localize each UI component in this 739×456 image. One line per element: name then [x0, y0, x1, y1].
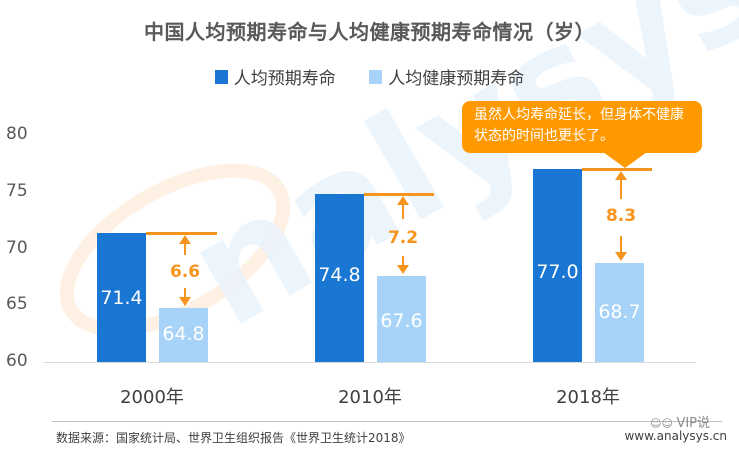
- svg-text:nalysys: nalysys: [161, 0, 739, 361]
- website-link[interactable]: www.analysys.cn: [624, 429, 727, 443]
- x-axis-line: [44, 362, 696, 363]
- arrow-shaft: [184, 243, 186, 255]
- legend-label: 人均健康预期寿命: [388, 69, 525, 89]
- legend-swatch-light-icon: [369, 69, 383, 84]
- bar-value: 68.7: [598, 301, 641, 323]
- bar-life-2018[interactable]: 77.0: [533, 169, 582, 362]
- arrow-up-icon: [397, 196, 409, 205]
- badge-label: VIP说: [676, 416, 711, 431]
- bar-healthy-2010[interactable]: 67.6: [377, 276, 426, 362]
- bar-healthy-2018[interactable]: 68.7: [595, 263, 644, 362]
- reference-line: [146, 232, 217, 235]
- footer-divider: [52, 421, 722, 422]
- chart-title: 中国人均预期寿命与人均健康预期寿命情况（岁）: [144, 20, 595, 44]
- arrow-up-icon: [615, 171, 627, 180]
- bar-value: 74.8: [318, 264, 361, 286]
- x-tick-2010: 2010年: [338, 387, 402, 408]
- x-tick-2018: 2018年: [556, 387, 620, 408]
- legend-item-life-expectancy[interactable]: 人均预期寿命: [214, 64, 336, 89]
- bar-value: 71.4: [100, 287, 143, 309]
- bar-life-2000[interactable]: 71.4: [97, 233, 146, 362]
- wechat-icon: ☺☺: [650, 417, 677, 430]
- reference-line: [364, 193, 434, 196]
- reference-line: [582, 168, 652, 171]
- legend-item-healthy-life-expectancy[interactable]: 人均健康预期寿命: [369, 64, 524, 89]
- bar-value: 64.8: [162, 323, 205, 345]
- legend-swatch-dark-icon: [214, 69, 228, 84]
- y-tick: 60: [6, 351, 28, 371]
- arrow-shaft: [184, 288, 186, 298]
- arrow-shaft: [620, 179, 622, 199]
- difference-label: 8.3: [605, 206, 637, 226]
- bar-value: 67.6: [380, 310, 423, 332]
- data-source: 数据来源：国家统计局、世界卫生组织报告《世界卫生统计2018》: [56, 431, 411, 445]
- bar-healthy-2000[interactable]: 64.8: [159, 308, 208, 362]
- annotation-callout: 虽然人均寿命延长，但身体不健康状态的时间也更长了。: [462, 101, 702, 153]
- y-tick: 75: [6, 181, 28, 201]
- callout-pointer: [603, 152, 647, 168]
- legend-label: 人均预期寿命: [233, 69, 336, 89]
- arrow-down-icon: [615, 252, 627, 261]
- wechat-vip-badge: ☺☺ VIP说: [650, 412, 710, 431]
- arrow-shaft: [402, 256, 404, 266]
- arrow-shaft: [402, 204, 404, 219]
- arrow-up-icon: [179, 235, 191, 244]
- y-tick: 65: [6, 294, 28, 314]
- bar-life-2010[interactable]: 74.8: [315, 194, 364, 362]
- difference-label: 7.2: [387, 228, 419, 248]
- legend: 人均预期寿命 人均健康预期寿命: [0, 64, 739, 89]
- bar-value: 77.0: [536, 261, 579, 283]
- arrow-down-icon: [179, 297, 191, 306]
- y-tick: 80: [6, 124, 28, 144]
- x-tick-2000: 2000年: [120, 387, 184, 408]
- difference-label: 6.6: [169, 262, 201, 282]
- arrow-shaft: [620, 236, 622, 253]
- y-tick: 70: [6, 238, 28, 258]
- arrow-down-icon: [397, 265, 409, 274]
